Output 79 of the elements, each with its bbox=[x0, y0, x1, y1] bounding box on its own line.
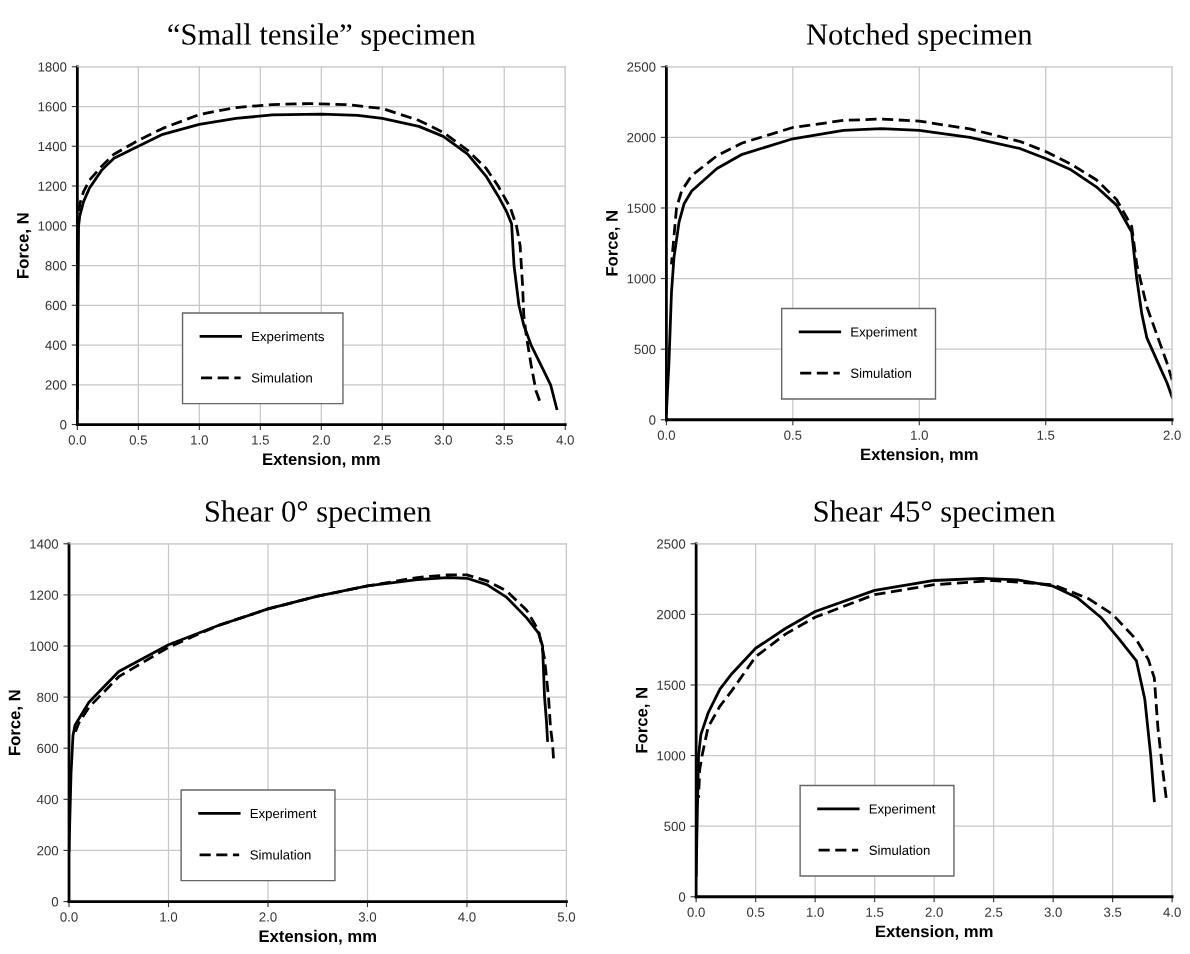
y-tick-label: 1000 bbox=[627, 274, 656, 284]
x-tick-label: 1.5 bbox=[1037, 430, 1055, 440]
y-tick-label: 2000 bbox=[657, 609, 686, 620]
y-tick-label: 400 bbox=[45, 340, 67, 350]
y-tick-label: 1200 bbox=[30, 590, 59, 600]
legend-label: Experiment bbox=[851, 326, 917, 340]
y-tick-label: 0 bbox=[678, 892, 686, 902]
y-tick-label: 1800 bbox=[38, 62, 67, 72]
y-tick-label: 0 bbox=[51, 897, 59, 907]
y-tick-label: 600 bbox=[45, 300, 67, 311]
y-axis-title: Force, N bbox=[635, 688, 650, 753]
y-tick-label: 1500 bbox=[627, 203, 656, 213]
x-tick-label: 1.0 bbox=[160, 912, 178, 922]
y-tick-label: 200 bbox=[45, 380, 67, 390]
x-tick-label: 0.5 bbox=[747, 907, 765, 917]
x-tick-label: 1.5 bbox=[252, 435, 269, 445]
y-tick-label: 1200 bbox=[38, 181, 67, 191]
x-tick-label: 0.5 bbox=[784, 430, 802, 440]
legend-label: Simulation bbox=[251, 372, 312, 383]
y-axis-title: Force, N bbox=[8, 690, 23, 755]
chart-title: Notched specimen bbox=[806, 23, 1033, 52]
y-tick-label: 1000 bbox=[657, 751, 686, 761]
x-tick-label: 2.5 bbox=[985, 907, 1003, 917]
x-tick-label: 2.5 bbox=[373, 435, 391, 445]
chart-title: Shear 45° specimen bbox=[814, 500, 1056, 529]
x-axis-title: Extension, mm bbox=[259, 929, 376, 945]
x-tick-label: 0.0 bbox=[68, 435, 87, 445]
y-tick-label: 2500 bbox=[627, 62, 656, 72]
x-tick-label: 0.0 bbox=[60, 912, 78, 922]
x-tick-label: 2.0 bbox=[925, 907, 943, 917]
y-tick-label: 0 bbox=[649, 415, 656, 425]
x-tick-label: 2.0 bbox=[312, 435, 330, 445]
x-tick-label: 1.5 bbox=[866, 907, 884, 917]
y-tick-label: 500 bbox=[634, 344, 656, 355]
x-axis-title: Extension, mm bbox=[861, 448, 978, 463]
y-tick-label: 1500 bbox=[657, 680, 686, 690]
y-tick-label: 0 bbox=[60, 420, 67, 430]
legend-label: Experiment bbox=[869, 803, 936, 817]
y-tick-label: 800 bbox=[37, 692, 59, 703]
chart-title: Shear 0° specimen bbox=[205, 500, 432, 529]
legend-label: Experiments bbox=[252, 331, 325, 344]
y-axis-title: Force, N bbox=[17, 213, 32, 278]
y-tick-label: 2000 bbox=[627, 132, 656, 143]
y-tick-label: 500 bbox=[664, 821, 686, 832]
x-tick-label: 1.0 bbox=[911, 430, 928, 440]
x-tick-label: 2.0 bbox=[1163, 430, 1181, 440]
y-tick-label: 600 bbox=[37, 743, 59, 754]
y-tick-label: 1000 bbox=[30, 641, 59, 651]
x-tick-label: 3.0 bbox=[434, 435, 452, 445]
x-tick-label: 0.5 bbox=[129, 435, 147, 445]
x-tick-label: 3.5 bbox=[1103, 907, 1122, 917]
y-tick-label: 400 bbox=[36, 794, 59, 805]
y-tick-label: 200 bbox=[37, 845, 59, 856]
chart-title: “Small tensile” specimen bbox=[168, 23, 476, 52]
x-tick-label: 4.0 bbox=[556, 435, 574, 445]
x-tick-label: 4.0 bbox=[1163, 907, 1181, 917]
legend-label: Simulation bbox=[850, 368, 912, 378]
y-tick-label: 1600 bbox=[38, 102, 67, 112]
x-tick-label: 2.0 bbox=[259, 912, 277, 922]
x-tick-label: 3.5 bbox=[495, 435, 513, 445]
y-tick-label: 1400 bbox=[38, 141, 67, 152]
y-tick-label: 800 bbox=[45, 261, 67, 271]
x-tick-label: 0.0 bbox=[657, 430, 676, 440]
y-tick-label: 2500 bbox=[657, 539, 686, 549]
x-tick-label: 1.0 bbox=[806, 907, 824, 917]
y-tick-label: 1400 bbox=[30, 539, 59, 549]
x-tick-label: 0.0 bbox=[687, 907, 705, 917]
y-tick-label: 1000 bbox=[38, 221, 67, 231]
x-tick-label: 4.0 bbox=[458, 912, 476, 922]
x-axis-title: Extension, mm bbox=[875, 925, 993, 940]
legend-label: Experiment bbox=[250, 808, 317, 821]
legend-label: Simulation bbox=[250, 849, 311, 860]
legend-label: Simulation bbox=[869, 845, 930, 855]
x-tick-label: 3.0 bbox=[1044, 907, 1062, 917]
y-axis-title: Force, N bbox=[606, 211, 621, 276]
x-axis-title: Extension, mm bbox=[263, 452, 380, 468]
x-tick-label: 3.0 bbox=[358, 912, 377, 922]
x-tick-label: 5.0 bbox=[557, 912, 576, 922]
x-tick-label: 1.0 bbox=[191, 435, 208, 445]
